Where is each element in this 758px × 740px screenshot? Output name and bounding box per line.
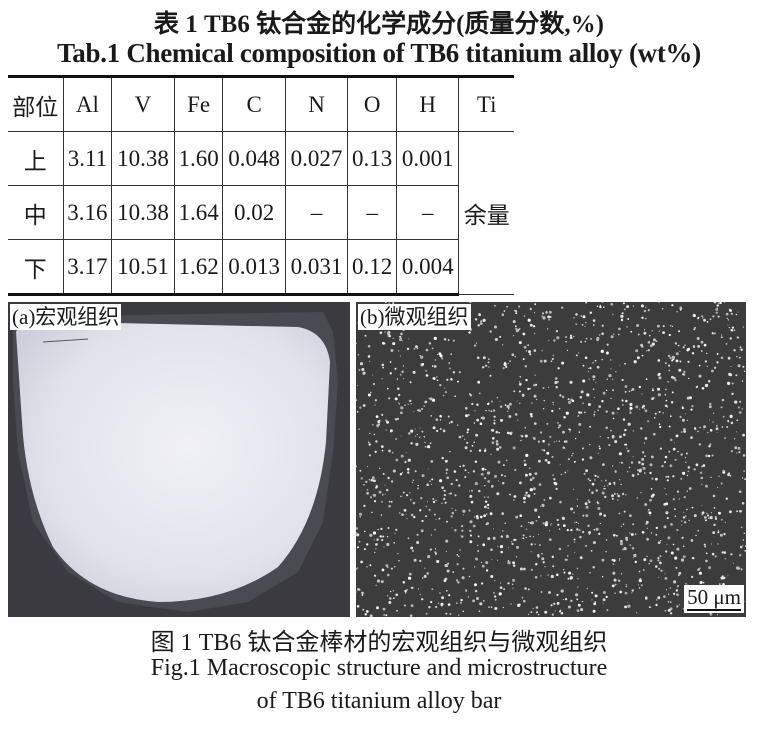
header-cell: O — [347, 75, 398, 132]
panel-a-label: (a)宏观组织 — [10, 304, 122, 330]
table-row: 下 3.17 10.51 1.62 0.013 0.031 0.12 0.004 — [8, 239, 514, 296]
table-cell: 10.38 — [111, 185, 175, 240]
table-cell: 0.013 — [222, 239, 286, 296]
table-cell: 0.004 — [396, 239, 459, 296]
table-row: 上 3.11 10.38 1.60 0.048 0.027 0.13 0.001 余量 — [8, 131, 514, 295]
header-cell: V — [111, 75, 175, 132]
table-cell: 1.62 — [173, 239, 224, 296]
table-cell: 10.51 — [111, 239, 175, 296]
scale-bar-label: 50 μm — [687, 585, 741, 611]
table-cell: 3.11 — [62, 131, 113, 186]
table-cell: – — [396, 185, 459, 240]
table-cell: 3.16 — [62, 185, 113, 240]
macro-photo — [8, 302, 350, 617]
table-cell: 上 — [8, 131, 64, 186]
scale-bar: 50 μm — [684, 585, 744, 613]
table-cell: 0.048 — [222, 131, 286, 186]
table-cell: – — [347, 185, 398, 240]
microstructure-image: (b)微观组织 50 μm — [356, 302, 746, 617]
table-cell: 1.60 — [173, 131, 224, 186]
table-cell: 0.02 — [222, 185, 286, 240]
figure-caption-en-1: Fig.1 Macroscopic structure and microstr… — [150, 655, 608, 681]
figure-caption-en-2: of TB6 titanium alloy bar — [256, 688, 502, 714]
header-cell: Al — [62, 75, 113, 132]
table-cell: 0.001 — [396, 131, 460, 186]
table-cell: 0.027 — [284, 131, 349, 186]
table-caption-en: Tab.1 Chemical composition of TB6 titani… — [57, 38, 701, 68]
header-cell: N — [284, 75, 349, 132]
header-cell: 部位 — [8, 75, 64, 132]
figure-caption-cn: 图 1 TB6 钛合金棒材的宏观组织与微观组织 — [150, 630, 608, 656]
table-cell: 中 — [8, 185, 64, 240]
header-cell: H — [396, 75, 460, 132]
macrostructure-image: (a)宏观组织 — [8, 302, 350, 617]
header-cell: Fe — [173, 75, 224, 132]
ti-balance-cell: 余量 — [458, 131, 514, 295]
table-caption-cn: 表 1 TB6 钛合金的化学成分(质量分数,%) — [153, 11, 604, 38]
composition-table: 部位 Al V Fe C N O H Ti 上 3.11 10.38 1.60 0.048 0.027 0.1… — [8, 75, 514, 296]
table-cell: 0.12 — [347, 239, 398, 296]
table-cell: 下 — [8, 239, 64, 296]
table-header-row: 部位 Al V Fe C N O H Ti — [8, 75, 514, 132]
table-cell: – — [284, 185, 349, 240]
header-cell: Ti — [458, 75, 514, 132]
table-row: 中 3.16 10.38 1.64 0.02– – – — [8, 185, 514, 240]
table-cell: 0.031 — [284, 239, 349, 296]
panel-b-label: (b)微观组织 — [358, 304, 471, 330]
table-cell: 10.38 — [111, 131, 175, 186]
header-cell: C — [222, 75, 286, 132]
table-cell: 1.64 — [173, 185, 224, 240]
micro-photo — [356, 302, 746, 617]
table-cell: 0.13 — [347, 131, 398, 186]
table-cell: 3.17 — [62, 239, 113, 296]
